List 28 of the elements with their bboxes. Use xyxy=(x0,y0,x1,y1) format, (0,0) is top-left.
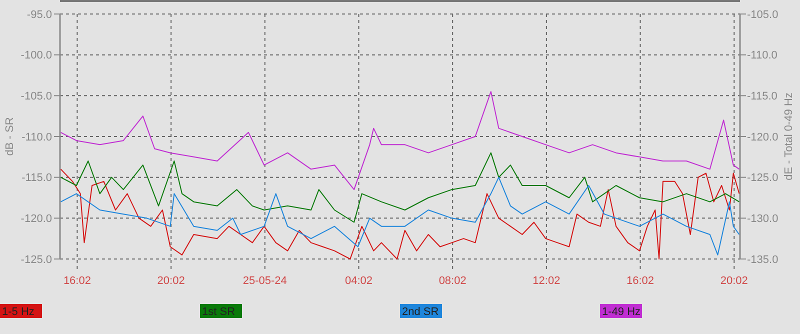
y2-tick-label: -135.0 xyxy=(747,254,778,266)
text: 1st SR xyxy=(202,306,236,318)
y-tick-label: -105.0 xyxy=(20,90,52,103)
text: 1-5 Hz xyxy=(2,306,34,318)
y-tick-label: -110.0 xyxy=(22,131,52,144)
text: 1-49 Hz xyxy=(602,306,641,318)
x-tick-label: 20:02 xyxy=(157,275,185,287)
x-tick-label: 16:02 xyxy=(626,275,654,287)
y-tick-label: -125.0 xyxy=(20,254,52,266)
y2-tick-label: -130.0 xyxy=(747,213,778,226)
x-tick-label: 04:02 xyxy=(344,275,373,287)
y-axis-title: dB - SR xyxy=(4,117,16,156)
x-tick-label: 08:02 xyxy=(438,275,466,287)
y2-tick-label: -120.0 xyxy=(747,131,778,144)
text: 2nd SR xyxy=(402,306,439,318)
x-tick-label: 20:02 xyxy=(720,275,748,287)
y-tick-label: -100.0 xyxy=(20,50,52,62)
x-tick-label: 25-05-24 xyxy=(242,275,287,287)
y-tick-label: -115.0 xyxy=(22,172,52,184)
y2-tick-label: -115.0 xyxy=(747,90,778,103)
y-tick-label: -95.0 xyxy=(26,8,52,21)
x-tick-label: 16:02 xyxy=(63,275,91,287)
y-tick-label: -120.0 xyxy=(20,213,52,226)
x-tick-label: 12:02 xyxy=(532,275,560,287)
y2-tick-label: -105.0 xyxy=(747,8,778,21)
y2-axis-title: dE - Total 0-49 Hz xyxy=(783,92,795,180)
y2-tick-label: -110.0 xyxy=(747,50,778,62)
y2-tick-label: -125.0 xyxy=(747,172,778,184)
